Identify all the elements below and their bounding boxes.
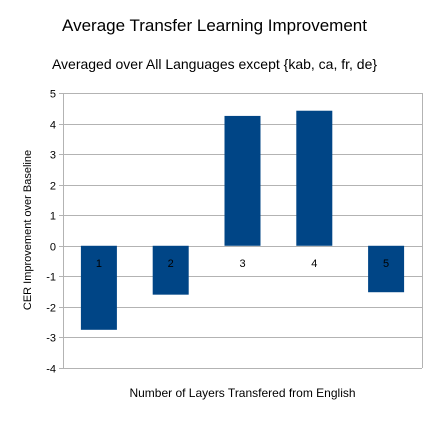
x-tick-label: 5 — [383, 258, 389, 270]
y-tick-label: -3 — [46, 333, 56, 345]
y-tick-label: 5 — [50, 89, 56, 101]
y-tick-label: 2 — [50, 181, 56, 193]
y-tick-label: 3 — [50, 150, 56, 162]
x-tick-label: 2 — [168, 258, 174, 270]
x-axis-label: Number of Layers Transfered from English — [129, 386, 356, 400]
y-tick-label: 1 — [50, 211, 56, 223]
bar — [152, 245, 189, 295]
x-tick-label: 1 — [96, 258, 102, 270]
y-tick-label: 0 — [50, 242, 56, 254]
chart-subtitle: Averaged over All Languages except {kab,… — [51, 56, 378, 72]
y-tick-label: 4 — [50, 120, 56, 132]
bar — [368, 245, 405, 293]
chart-title: Average Transfer Learning Improvement — [62, 16, 367, 35]
bar — [80, 245, 117, 330]
y-tick-label: -2 — [46, 303, 56, 315]
bar — [224, 115, 261, 246]
y-tick-label: -4 — [46, 364, 56, 376]
y-tick-label: -1 — [46, 272, 56, 284]
bar — [296, 110, 333, 246]
x-tick-label: 3 — [239, 258, 245, 270]
x-tick-label: 4 — [311, 258, 317, 270]
